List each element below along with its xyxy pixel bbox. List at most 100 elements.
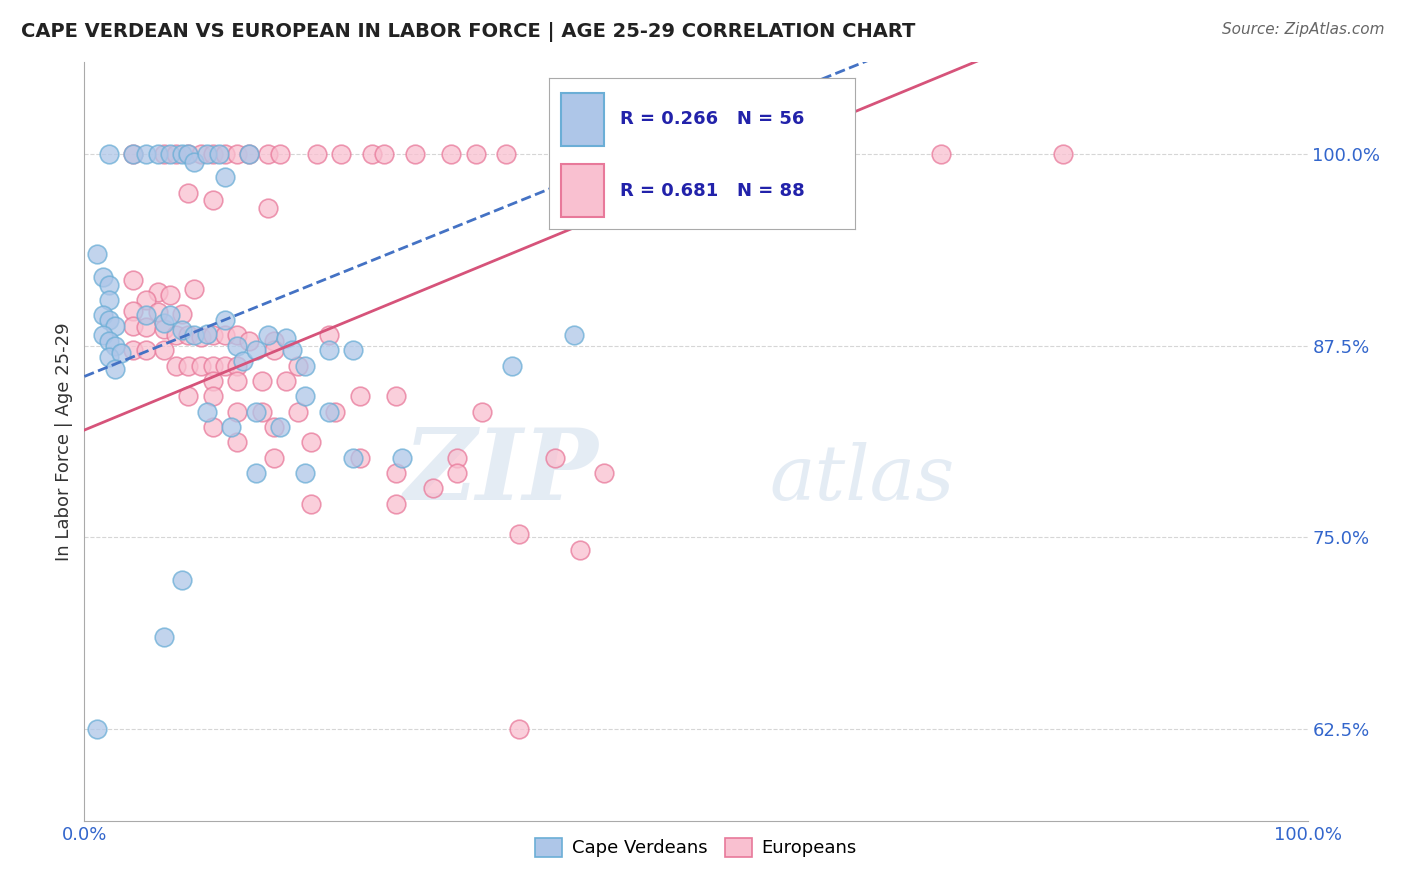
Point bbox=[97, 293, 120, 307]
Y-axis label: In Labor Force | Age 25-29: In Labor Force | Age 25-29 bbox=[55, 322, 73, 561]
Point bbox=[318, 343, 340, 358]
Point bbox=[177, 147, 200, 161]
Point bbox=[232, 354, 254, 368]
Point bbox=[208, 147, 231, 161]
Point bbox=[318, 328, 340, 343]
Point bbox=[195, 405, 218, 419]
Point bbox=[238, 147, 260, 161]
Point bbox=[464, 147, 486, 161]
Point bbox=[294, 359, 316, 373]
Point bbox=[349, 450, 371, 465]
Point bbox=[110, 346, 132, 360]
Point bbox=[153, 630, 176, 644]
Point bbox=[201, 194, 224, 208]
Point bbox=[214, 328, 236, 343]
Point bbox=[153, 343, 176, 358]
Point bbox=[568, 542, 591, 557]
Point bbox=[165, 328, 187, 343]
Point bbox=[153, 316, 176, 330]
Point bbox=[263, 334, 285, 349]
Point bbox=[97, 350, 120, 364]
Point bbox=[323, 405, 346, 419]
Point bbox=[177, 147, 200, 161]
Point bbox=[471, 405, 494, 419]
Point bbox=[360, 147, 382, 161]
Point bbox=[172, 307, 194, 321]
Point bbox=[391, 450, 413, 465]
Point bbox=[245, 405, 267, 419]
Text: CAPE VERDEAN VS EUROPEAN IN LABOR FORCE | AGE 25-29 CORRELATION CHART: CAPE VERDEAN VS EUROPEAN IN LABOR FORCE … bbox=[21, 22, 915, 42]
Point bbox=[177, 359, 200, 373]
Point bbox=[446, 450, 468, 465]
Point bbox=[269, 147, 291, 161]
Point bbox=[195, 326, 218, 341]
Point bbox=[201, 374, 224, 388]
Point bbox=[159, 147, 181, 161]
Point bbox=[122, 147, 145, 161]
Point bbox=[226, 359, 249, 373]
Point bbox=[250, 374, 273, 388]
Point bbox=[183, 282, 205, 296]
Point bbox=[263, 420, 285, 434]
Point bbox=[135, 147, 157, 161]
Text: Source: ZipAtlas.com: Source: ZipAtlas.com bbox=[1222, 22, 1385, 37]
Point bbox=[214, 312, 236, 326]
Point bbox=[226, 339, 249, 353]
Point bbox=[146, 285, 169, 300]
Point bbox=[299, 435, 322, 450]
Point bbox=[294, 466, 316, 480]
Point bbox=[422, 481, 444, 495]
Point bbox=[146, 147, 169, 161]
Point bbox=[172, 324, 194, 338]
Point bbox=[226, 405, 249, 419]
Point bbox=[97, 312, 120, 326]
Point bbox=[219, 420, 242, 434]
Point bbox=[201, 420, 224, 434]
Point bbox=[593, 466, 616, 480]
Point bbox=[299, 497, 322, 511]
Point bbox=[226, 435, 249, 450]
Point bbox=[257, 328, 280, 343]
Point bbox=[562, 147, 585, 161]
Point bbox=[159, 288, 181, 302]
Point bbox=[385, 389, 408, 403]
Point bbox=[287, 405, 309, 419]
Point bbox=[201, 147, 224, 161]
Point bbox=[91, 269, 114, 284]
Point bbox=[201, 328, 224, 343]
Point bbox=[172, 573, 194, 587]
Point bbox=[238, 334, 260, 349]
Point bbox=[122, 273, 145, 287]
Point bbox=[104, 361, 127, 376]
Point bbox=[153, 147, 176, 161]
Point bbox=[929, 147, 952, 161]
Point bbox=[502, 359, 524, 373]
Point bbox=[404, 147, 426, 161]
Point bbox=[135, 293, 157, 307]
Text: ZIP: ZIP bbox=[404, 424, 598, 520]
Point bbox=[97, 147, 120, 161]
Point bbox=[446, 466, 468, 480]
Point bbox=[330, 147, 353, 161]
Point bbox=[177, 328, 200, 343]
Point bbox=[135, 320, 157, 334]
Point bbox=[544, 450, 567, 465]
Point bbox=[226, 328, 249, 343]
Point bbox=[165, 147, 187, 161]
Point bbox=[373, 147, 395, 161]
Point bbox=[318, 405, 340, 419]
Point bbox=[214, 147, 236, 161]
Point bbox=[263, 450, 285, 465]
Point bbox=[195, 147, 218, 161]
Point bbox=[97, 334, 120, 349]
Point bbox=[201, 389, 224, 403]
Point bbox=[305, 147, 328, 161]
Point bbox=[342, 450, 364, 465]
Point bbox=[214, 359, 236, 373]
Point bbox=[807, 147, 830, 161]
Point bbox=[440, 147, 463, 161]
Point bbox=[281, 343, 304, 358]
Point bbox=[177, 186, 200, 200]
Point bbox=[226, 374, 249, 388]
Point bbox=[190, 329, 212, 343]
